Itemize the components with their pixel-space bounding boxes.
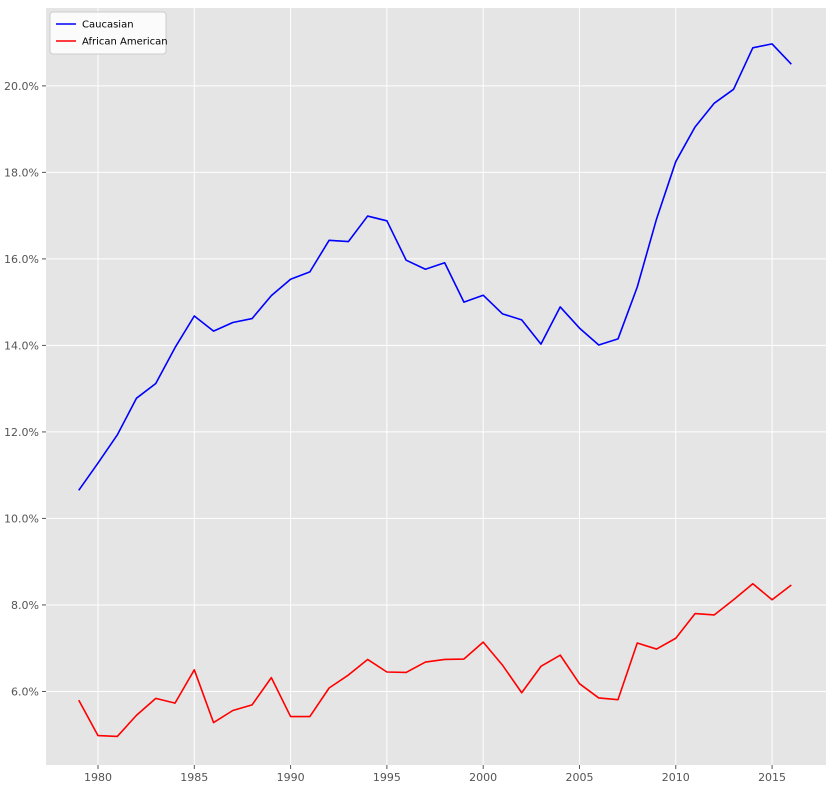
y-tick-label: 14.0% (4, 339, 39, 352)
legend-box (49, 11, 167, 55)
y-tick-label: 10.0% (4, 512, 39, 525)
legend-label: Caucasian (82, 20, 134, 31)
y-tick-label: 16.0% (4, 253, 39, 266)
y-axis: 6.0% 8.0% 10.0% 12.0% 14.0% 16.0% 18.0% 20.0% (4, 80, 46, 698)
grid-lines (46, 8, 826, 765)
y-tick-label: 18.0% (4, 166, 39, 179)
y-tick-label: 8.0% (11, 599, 39, 612)
y-tick-label: 20.0% (4, 80, 39, 93)
x-tick-label: 1985 (180, 771, 208, 784)
x-tick-label: 2005 (565, 771, 593, 784)
x-tick-label: 2000 (469, 771, 497, 784)
x-axis: 1980 1985 1990 1995 2000 2005 2010 2015 (84, 765, 786, 784)
series-lines (78, 43, 792, 738)
x-tick-label: 1990 (277, 771, 305, 784)
series-line-african-american (78, 582, 792, 738)
x-tick-label: 2015 (758, 771, 786, 784)
legend: Caucasian African American (49, 11, 168, 55)
series-line-caucasian (78, 43, 792, 491)
x-tick-label: 2010 (662, 771, 690, 784)
y-tick-label: 12.0% (4, 426, 39, 439)
x-tick-label: 1995 (373, 771, 401, 784)
legend-label: African American (82, 37, 168, 48)
x-tick-label: 1980 (84, 771, 112, 784)
plot-area (46, 8, 826, 765)
y-tick-label: 6.0% (11, 685, 39, 698)
